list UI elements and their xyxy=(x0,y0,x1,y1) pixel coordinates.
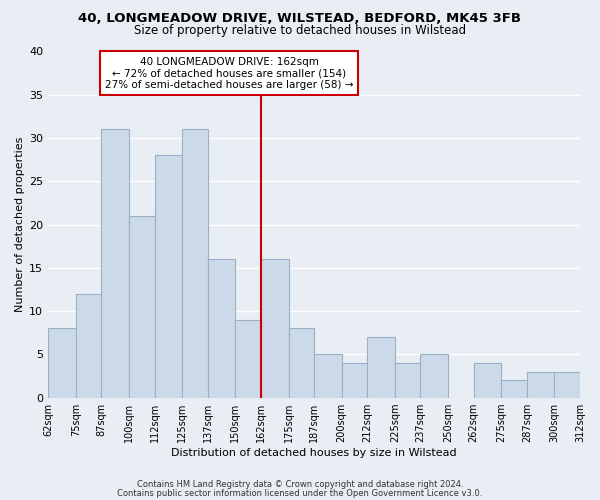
Text: Contains public sector information licensed under the Open Government Licence v3: Contains public sector information licen… xyxy=(118,488,482,498)
Bar xyxy=(314,354,342,398)
Bar xyxy=(101,130,129,398)
Bar xyxy=(395,363,421,398)
Text: Size of property relative to detached houses in Wilstead: Size of property relative to detached ho… xyxy=(134,24,466,37)
Bar xyxy=(235,320,261,398)
Bar xyxy=(554,372,580,398)
Bar xyxy=(501,380,527,398)
Bar xyxy=(473,363,501,398)
Bar xyxy=(155,156,182,398)
Bar xyxy=(129,216,155,398)
Text: Contains HM Land Registry data © Crown copyright and database right 2024.: Contains HM Land Registry data © Crown c… xyxy=(137,480,463,489)
Bar xyxy=(76,294,101,398)
Text: 40, LONGMEADOW DRIVE, WILSTEAD, BEDFORD, MK45 3FB: 40, LONGMEADOW DRIVE, WILSTEAD, BEDFORD,… xyxy=(79,12,521,26)
Bar xyxy=(367,337,395,398)
Y-axis label: Number of detached properties: Number of detached properties xyxy=(15,137,25,312)
Bar xyxy=(421,354,448,398)
Text: 40 LONGMEADOW DRIVE: 162sqm
← 72% of detached houses are smaller (154)
27% of se: 40 LONGMEADOW DRIVE: 162sqm ← 72% of det… xyxy=(105,56,353,90)
Bar xyxy=(261,259,289,398)
Bar xyxy=(289,328,314,398)
X-axis label: Distribution of detached houses by size in Wilstead: Distribution of detached houses by size … xyxy=(171,448,457,458)
Bar xyxy=(182,130,208,398)
Bar xyxy=(48,328,76,398)
Bar xyxy=(342,363,367,398)
Bar xyxy=(208,259,235,398)
Bar xyxy=(527,372,554,398)
